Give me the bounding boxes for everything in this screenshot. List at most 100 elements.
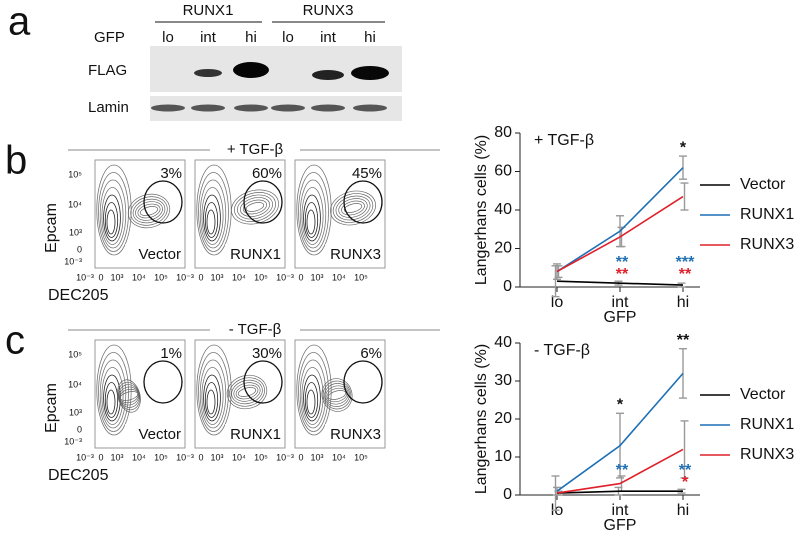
name-bg [225,424,284,446]
x-tick-label: 10⁴ [332,272,346,282]
x-tick-label: 10⁵ [154,272,168,282]
significance: ** [677,332,690,349]
band [351,66,389,80]
contour [203,374,221,422]
series-line [556,167,684,273]
significance: ** [616,254,629,271]
panel-label: b [5,139,27,183]
y-tick-label: 10⁴ [68,199,82,209]
x-tick-label: 10⁻³ [176,272,194,282]
contour [229,377,265,407]
x-tick-label: 0 [198,272,203,282]
contour [104,382,119,418]
y-tick-label: 10³ [69,227,82,237]
x-tick-label: 10⁴ [332,452,346,462]
lane-label: hi [364,29,376,46]
series-line [556,372,684,492]
header-bg [210,320,300,340]
x-tick-label: 10⁴ [132,452,146,462]
y-tick-label: 0 [503,486,512,503]
contour [235,384,259,400]
x-tick-label: 10⁻³ [176,452,194,462]
significance: ** [679,266,692,283]
x-tick-label: 10⁻³ [76,452,94,462]
y-tick-label: 10⁵ [68,169,82,179]
x-tick-label: 10³ [310,452,323,462]
gate-percent: 45% [352,165,382,182]
band [271,104,305,112]
y-tick-label: 0 [503,278,512,295]
name-bg [125,244,184,266]
lamin-bands [151,104,387,112]
y-tick-label: 80 [494,124,512,141]
contour [99,179,127,249]
chart-annotation: + TGF-β [534,132,594,149]
panel-label: a [8,0,31,44]
band [234,104,268,112]
x-tick-label: 10⁻³ [76,272,94,282]
contour [119,391,139,401]
gate [243,360,283,404]
contour [201,367,224,425]
contour [96,344,132,436]
contour [338,198,368,218]
x-tick-label: int [612,294,629,311]
gate-percent: 3% [160,165,182,182]
contour [101,187,124,245]
gate-percent: 6% [360,345,382,362]
x-tick-label: 10⁻³ [276,272,294,282]
contour [304,382,319,418]
contour [304,202,319,238]
contour [341,200,365,216]
band [151,104,185,112]
panel-header: + TGF-β [227,141,284,158]
contour [117,381,141,411]
x-tick-label: 0 [98,272,103,282]
x-tick-label: lo [551,294,564,311]
lane-label: hi [245,29,257,46]
blot-label: FLAG [88,62,127,79]
plot-name: RUNX1 [230,246,281,263]
contour [324,383,350,407]
contour [303,374,321,422]
x-tick-label: hi [677,502,689,519]
contour [203,194,221,242]
significance: ** [616,266,629,283]
legend-label: Vector [740,386,786,403]
contour [139,206,159,216]
band [353,104,387,112]
contour [298,352,329,432]
y-tick-label: 10 [494,448,512,465]
x-axis-label: GFP [604,517,637,534]
name-bg [225,244,284,266]
row-label: GFP [94,29,125,46]
chart-annotation: - TGF-β [534,342,590,359]
contour [299,179,327,249]
plot-name: RUNX3 [330,426,381,443]
y-tick-label: 10⁻³ [64,436,82,446]
gate [243,180,283,224]
x-tick-label: 10⁻³ [276,452,294,462]
contour [321,378,353,412]
contour [306,209,316,235]
y-tick-label: 40 [494,201,512,218]
contour [199,359,227,429]
contour [306,389,316,415]
x-tick-label: 0 [198,452,203,462]
contour [199,179,227,249]
lane-label: int [320,29,337,46]
significance: * [617,397,624,414]
x-tick-label: 10⁵ [354,272,368,282]
contour [99,359,127,429]
gate [343,180,383,224]
contour [132,198,166,224]
contour [206,209,216,235]
band [311,104,345,112]
y-axis-label: Epcam [43,203,60,253]
x-tick-label: 0 [98,452,103,462]
contour [301,187,324,245]
gate [343,360,383,404]
name-bg [325,424,384,446]
x-tick-label: 10³ [210,272,223,282]
y-tick-label: 20 [494,240,512,257]
